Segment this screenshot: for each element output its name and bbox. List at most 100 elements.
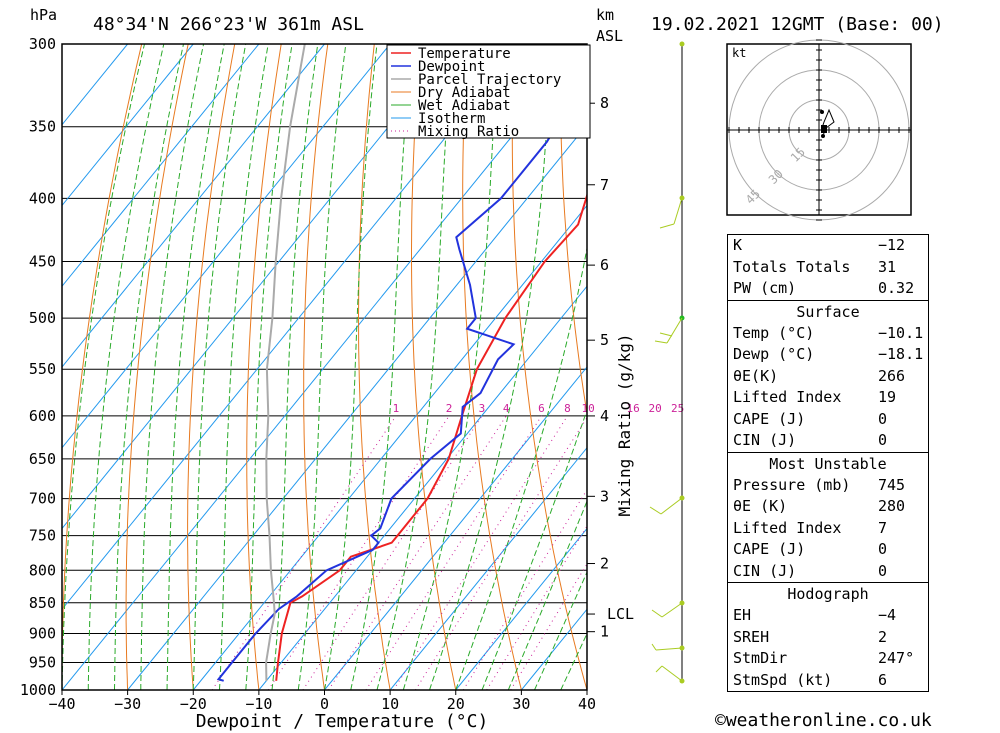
surface-row: Lifted Index 19 — [728, 387, 928, 409]
dry-adiabat-line — [979, 44, 1000, 690]
indices-table: K −12 Totals Totals 31 PW (cm) 0.32 Surface T… — [727, 234, 929, 692]
x-tick-label: −10 — [245, 695, 272, 713]
location-title: 48°34'N 266°23'W 361m ASL — [93, 14, 364, 35]
y-tick-label: 750 — [29, 527, 56, 545]
dry-adiabat-line — [462, 44, 522, 690]
wet-adiabat-line — [455, 245, 587, 690]
y-tick-label: 900 — [29, 624, 56, 642]
hodograph-section-title: Hodograph — [787, 585, 869, 603]
surface-row: θE(K) 266 — [728, 366, 928, 388]
x-tick-label: 10 — [381, 695, 399, 713]
wet-adiabat-line — [166, 44, 225, 690]
wind-barb — [659, 223, 675, 229]
most-unstable-value: 280 — [878, 497, 906, 515]
mixing-ratio-line — [462, 488, 587, 690]
wet-adiabat-line — [376, 44, 453, 690]
km-tick-label: 7 — [600, 176, 609, 194]
wind-barb — [666, 317, 683, 344]
y-tick-label: 1000 — [20, 681, 56, 699]
hodograph: kt 15 30 45 — [726, 39, 912, 221]
isotherm-line — [62, 44, 194, 207]
wet-adiabat-line — [87, 44, 165, 690]
surface-value: 0 — [878, 409, 888, 428]
dry-adiabat-line — [411, 44, 457, 690]
hodograph-index-value: −4 — [878, 606, 897, 624]
index-key: Totals Totals — [733, 257, 851, 276]
wet-adiabat-line — [219, 44, 269, 690]
hodograph-index-value: 2 — [878, 627, 888, 646]
dry-adiabat-line — [125, 44, 189, 690]
isotherm-line — [389, 446, 587, 690]
surface-section-title: Surface — [796, 302, 860, 321]
y-tick-label: 350 — [29, 118, 56, 136]
wind-barb — [655, 647, 683, 651]
isotherm-line — [455, 527, 587, 690]
mixing-ratio-label: 3 — [479, 402, 486, 415]
x-tick-label: 30 — [512, 695, 530, 713]
mixing-ratio-line — [267, 415, 450, 690]
surface-value: −18.1 — [878, 345, 924, 363]
x-tick-label: −30 — [114, 695, 141, 713]
wet-adiabat-line — [271, 44, 319, 690]
dry-adiabat-line — [62, 44, 143, 690]
surface-key: Lifted Index — [733, 388, 842, 406]
y-tick-label: 800 — [29, 561, 56, 579]
y-tick-label: 400 — [29, 189, 56, 207]
dry-adiabat-line — [933, 44, 1000, 690]
surface-row: CAPE (J) 0 — [728, 409, 928, 431]
dry-adiabat-line — [303, 44, 329, 690]
hodograph-index-row: SREH 2 — [728, 627, 928, 649]
wind-dot — [679, 41, 685, 47]
legend-label-wet-adiabat: Wet Adiabat — [418, 98, 511, 114]
hodograph-index-value: 247° — [878, 649, 915, 667]
mixing-ratio-label: 8 — [564, 402, 571, 415]
mixing-ratio-line — [486, 525, 587, 690]
wet-adiabat-line — [507, 499, 587, 690]
most-unstable-key: CAPE (J) — [733, 540, 806, 558]
hodograph-point — [820, 110, 824, 114]
legend-label-parcel: Parcel Trajectory — [418, 72, 561, 88]
surface-key: θE(K) — [733, 366, 779, 385]
km-tick-label: 2 — [600, 555, 609, 573]
km-tick-label: 4 — [600, 407, 609, 425]
mixing-ratio-label: 6 — [538, 402, 545, 415]
most-unstable-value: 0 — [878, 561, 888, 580]
index-row: Totals Totals 31 — [728, 257, 928, 279]
wet-adiabat-line — [402, 44, 499, 690]
km-tick-label: 1 — [600, 623, 609, 641]
x-tick-label: −20 — [180, 695, 207, 713]
dry-adiabat-line — [511, 44, 587, 690]
wind-profile — [649, 41, 685, 684]
series-dewpoint — [216, 66, 587, 682]
wind-barb — [659, 332, 673, 337]
dry-adiabat-line — [559, 44, 587, 417]
isotherm-line — [324, 366, 587, 690]
series-layer — [216, 44, 587, 682]
y-tick-label: 650 — [29, 450, 56, 468]
y-tick-label: 700 — [29, 490, 56, 508]
hodograph-index-key: StmSpd (kt) — [733, 670, 833, 689]
legend-label-isotherm: Isotherm — [418, 111, 485, 127]
most-unstable-row: Pressure (mb) 745 — [728, 475, 928, 497]
wet-adiabat-line — [481, 408, 587, 690]
most-unstable-key: Pressure (mb) — [733, 475, 851, 494]
y-tick-label: 600 — [29, 407, 56, 425]
wind-barb — [649, 506, 662, 515]
index-value: 31 — [878, 257, 897, 276]
surface-key: CIN (J) — [733, 431, 797, 449]
lcl-label: LCL — [607, 605, 634, 623]
pressure-unit-label: hPa — [30, 6, 57, 24]
mixing-ratio-label: 10 — [581, 402, 594, 415]
y-tick-label: 450 — [29, 253, 56, 271]
hodograph-unit-label: kt — [732, 46, 746, 60]
index-row: PW (cm) 0.32 — [728, 278, 928, 300]
hodograph-index-key: SREH — [733, 627, 770, 646]
surface-value: −10.1 — [878, 323, 924, 342]
hodograph-index-row: StmSpd (kt) 6 — [728, 670, 928, 692]
surface-key: Dewp (°C) — [733, 345, 815, 363]
isotherm-line — [62, 44, 391, 449]
wet-adiabat-line — [534, 571, 587, 690]
dry-adiabat-line — [187, 44, 236, 690]
index-row: K −12 — [728, 235, 928, 257]
y-tick-label: 550 — [29, 360, 56, 378]
